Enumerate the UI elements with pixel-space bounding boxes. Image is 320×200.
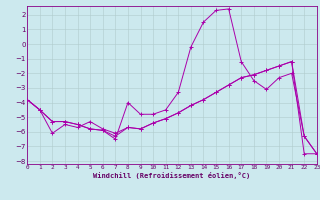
- X-axis label: Windchill (Refroidissement éolien,°C): Windchill (Refroidissement éolien,°C): [93, 172, 251, 179]
